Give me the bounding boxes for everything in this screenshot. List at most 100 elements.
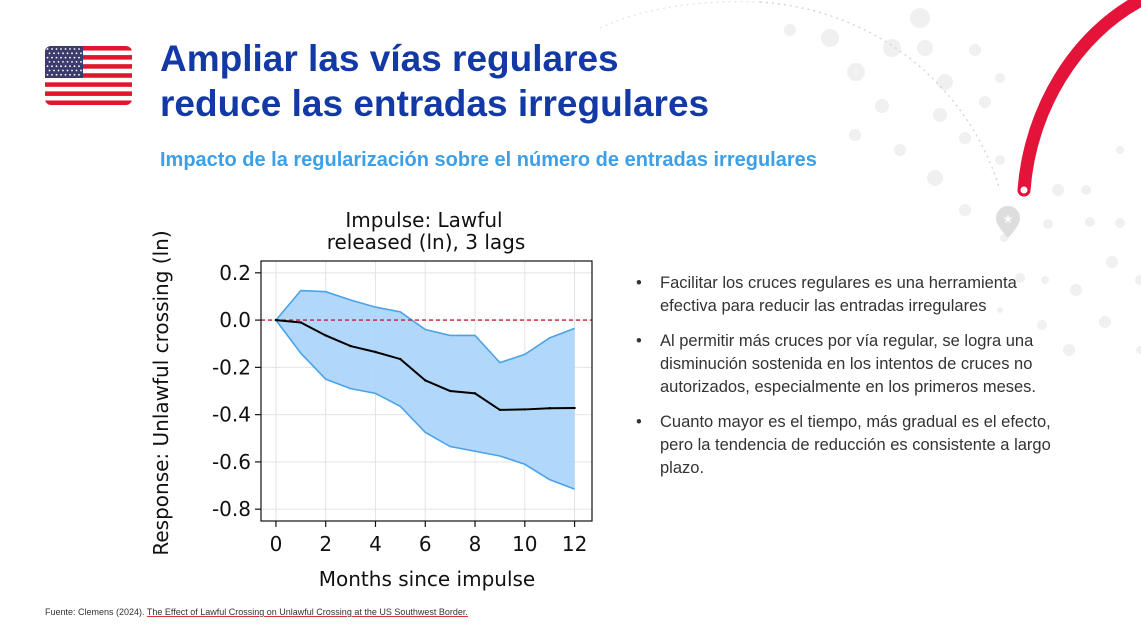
response-point <box>374 350 377 354</box>
flag-star <box>57 69 60 72</box>
decorative-dot <box>969 44 981 56</box>
svg-text:★: ★ <box>1003 212 1014 226</box>
decorative-dot <box>995 155 1005 165</box>
flag-star <box>66 61 69 63</box>
flag-star <box>60 48 62 50</box>
dotted-arc <box>599 0 761 29</box>
flag-star <box>60 65 62 68</box>
flag-star <box>60 73 62 76</box>
decorative-dot <box>1085 217 1095 227</box>
key-point-item: Facilitar los cruces regulares es una he… <box>636 272 1056 318</box>
flag-stripe <box>45 64 132 69</box>
decorative-dot <box>959 204 971 216</box>
decorative-dot <box>1052 184 1064 196</box>
x-tick-label: 10 <box>512 532 537 556</box>
impulse-response-chart: Impulse: Lawful released (ln), 3 lags Re… <box>149 208 593 591</box>
arc-endpoint-dot <box>1017 183 1031 197</box>
flag-star <box>55 48 58 50</box>
flag-star <box>71 61 73 63</box>
flag-star <box>51 48 53 50</box>
flag-star <box>69 65 71 68</box>
flag-star <box>66 52 69 55</box>
flag-star <box>64 65 67 68</box>
key-point-item: Al permitir más cruces por vía regular, … <box>636 330 1056 399</box>
decorative-dot <box>1043 219 1053 229</box>
flag-star <box>60 56 62 59</box>
flag-star <box>78 65 80 68</box>
decorative-dot <box>927 170 943 186</box>
decorative-dot <box>979 96 991 108</box>
decorative-dot <box>821 29 839 47</box>
decorative-dot <box>1106 256 1118 268</box>
flag-star <box>48 52 51 55</box>
decorative-dot <box>1099 316 1111 328</box>
flag-star <box>48 69 51 72</box>
flag-star <box>73 56 76 59</box>
y-tick-label: -0.2 <box>212 355 251 379</box>
flag-star <box>66 69 69 72</box>
flag-star <box>53 61 55 63</box>
chart-title-line-2: released (ln), 3 lags <box>327 230 526 254</box>
page-subtitle: Impacto de la regularización sobre el nú… <box>160 149 817 171</box>
chart-y-ticks: 0.2 0.0 -0.2 -0.4 -0.6 -0.8 <box>212 261 261 521</box>
flag-star <box>75 52 78 55</box>
confidence-band <box>275 289 575 490</box>
flag-star <box>80 52 82 55</box>
flag-stripe <box>45 91 132 96</box>
response-point <box>274 318 278 322</box>
flag-star <box>46 48 49 50</box>
flag-star <box>75 69 78 72</box>
dotted-arc <box>759 1 1001 191</box>
page-title: Ampliar las vías regulares reduce las en… <box>160 36 709 126</box>
confidence-band-area <box>275 290 575 490</box>
flag-star <box>57 52 60 55</box>
response-point <box>399 357 402 361</box>
x-tick-label: 2 <box>319 532 332 556</box>
flag-star <box>78 48 80 50</box>
response-point <box>349 344 352 348</box>
flag-star <box>73 73 76 76</box>
y-tick-label: -0.4 <box>212 403 251 427</box>
lower-bound-line <box>275 319 575 490</box>
decorative-dot <box>784 24 796 36</box>
decorative-dot <box>1136 346 1141 354</box>
decorative-dot <box>933 108 947 122</box>
decorative-dot <box>937 74 953 90</box>
flag-star <box>62 61 64 63</box>
flag-star <box>78 56 80 59</box>
x-tick-label: 6 <box>419 532 432 556</box>
decorative-dot <box>1115 218 1125 228</box>
chart-x-ticks: 0 2 4 6 8 10 12 <box>270 521 587 556</box>
decorative-dot <box>847 63 865 81</box>
source-reference-link[interactable]: The Effect of Lawful Crossing on Unlawfu… <box>146 607 468 617</box>
flag-star <box>69 73 71 76</box>
plot-frame <box>260 260 593 522</box>
decorative-dot <box>1116 146 1124 154</box>
response-point <box>324 334 327 337</box>
decorative-dot <box>910 8 930 28</box>
decorative-dot <box>959 132 971 144</box>
decorative-dot <box>1070 284 1082 296</box>
decorative-dot <box>917 40 933 56</box>
flag-star <box>75 61 78 63</box>
red-arc <box>1017 0 1141 197</box>
response-point <box>448 389 452 393</box>
x-tick-label: 8 <box>469 532 482 556</box>
flag-stripe <box>45 46 132 51</box>
response-point <box>523 408 527 411</box>
response-point <box>548 407 551 410</box>
flag-star <box>80 61 82 63</box>
flag-star <box>48 61 51 63</box>
flag-star <box>57 61 60 63</box>
decorative-dot <box>1135 275 1141 285</box>
key-points-list: Facilitar los cruces regulares es una he… <box>636 272 1056 492</box>
flag-stripe <box>45 82 132 87</box>
us-flag-icon <box>45 46 132 105</box>
flag-star <box>51 56 53 59</box>
flag-star <box>62 52 64 55</box>
response-series <box>274 318 576 412</box>
decorative-dots <box>599 0 1141 356</box>
flag-star <box>51 73 53 76</box>
flag-star <box>80 69 82 72</box>
